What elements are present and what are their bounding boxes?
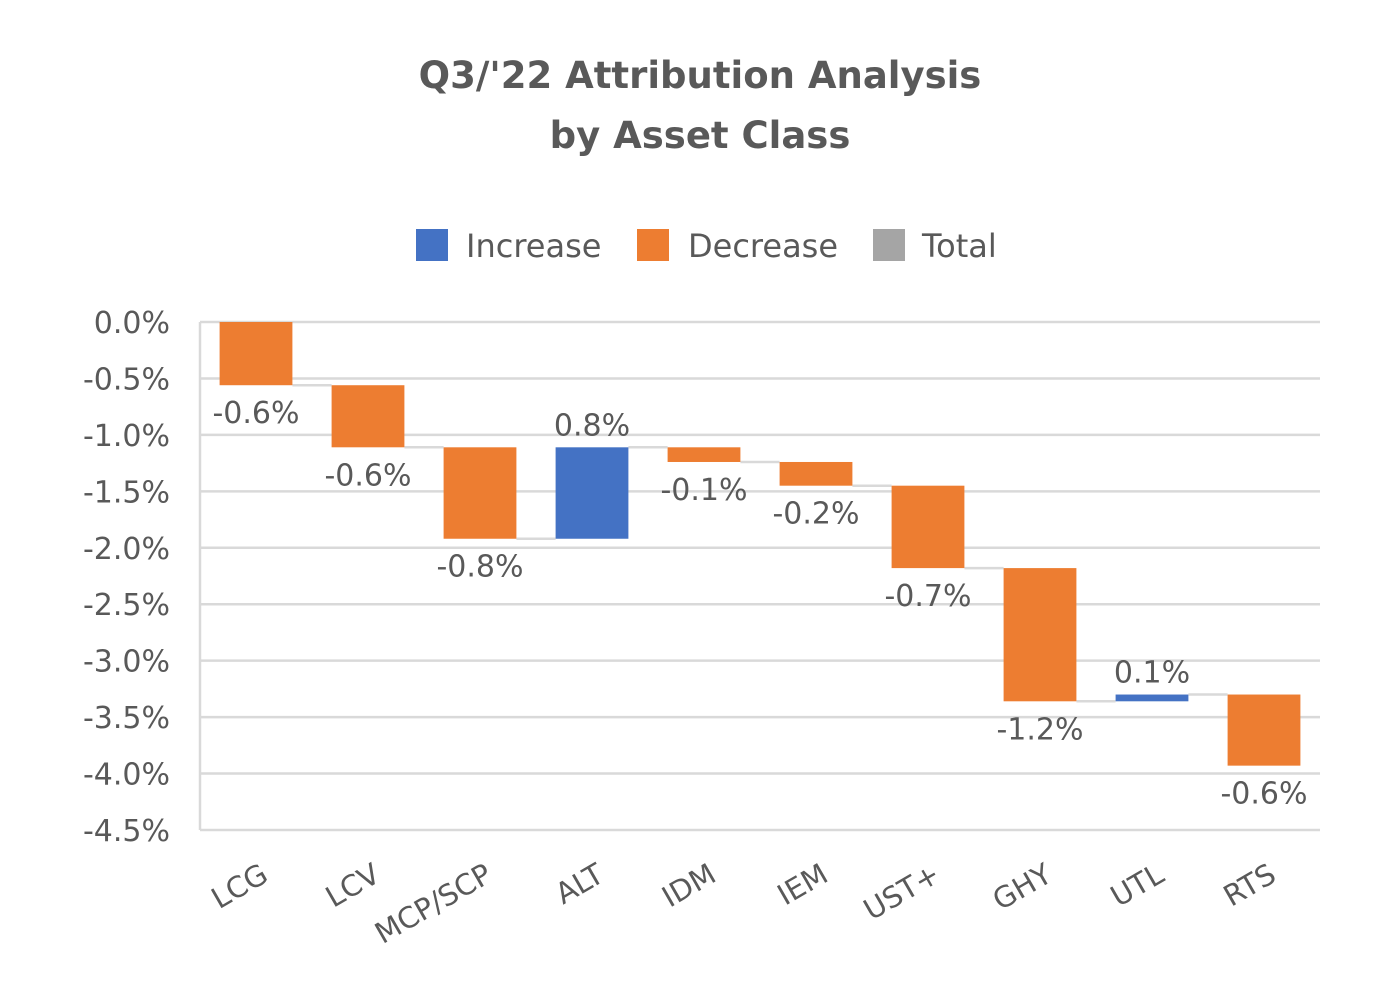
bar-alt [555,447,629,539]
y-tick-label: -3.5% [83,701,170,736]
data-label: -0.1% [660,473,747,508]
bar-mcp-scp [443,447,517,539]
data-label: 0.1% [1114,656,1190,691]
y-tick-label: -4.0% [83,758,170,793]
bar-ust- [891,485,965,569]
x-tick-label: GHY [987,856,1058,917]
x-tick-label: LCV [320,857,386,915]
x-tick-label: MCP/SCP [369,857,497,951]
data-label: -0.2% [772,497,859,532]
y-tick-label: -1.5% [83,475,170,510]
data-label: -0.8% [436,550,523,585]
chart-title: Q3/'22 Attribution Analysis [419,54,982,97]
data-label: -0.6% [324,458,411,493]
data-label: -1.2% [996,712,1083,747]
data-label: -0.6% [1220,777,1307,812]
data-label: -0.6% [212,396,299,431]
y-tick-label: -4.5% [83,814,170,849]
x-tick-label: UST+ [858,857,946,927]
bar-iem [779,461,853,486]
data-labels: -0.6% -0.6% -0.8% 0.8% -0.1% -0.2% -0.7% -1.2% 0… [212,396,1307,811]
legend-label-decrease: Decrease [688,227,838,265]
x-tick-label: LCG [205,857,273,916]
x-tick-label: IDM [656,857,721,914]
chart-subtitle: by Asset Class [550,114,851,157]
y-tick-label: -3.0% [83,645,170,680]
x-tick-label: UTL [1105,857,1170,914]
y-tick-label: -2.0% [83,532,170,567]
y-tick-label: -2.5% [83,588,170,623]
connectors [292,383,1228,703]
legend-label-increase: Increase [466,227,601,265]
data-label: -0.7% [884,579,971,614]
legend-swatch-increase [416,229,448,261]
legend-swatch-decrease [637,229,669,261]
y-axis: 0.0% -0.5% -1.0% -1.5% -2.0% -2.5% -3.0% -3.5% -… [83,306,170,849]
x-tick-label: IEM [772,857,834,912]
bar-utl [1115,694,1189,702]
bar-lcg [219,322,293,386]
x-tick-label: ALT [549,856,609,910]
bar-rts [1227,694,1301,766]
bar-lcv [331,385,405,448]
y-tick-label: -0.5% [83,362,170,397]
y-tick-label: -1.0% [83,419,170,454]
bars [219,322,1301,766]
legend: Increase Decrease Total [416,227,997,265]
x-tick-label: RTS [1218,857,1282,914]
legend-label-total: Total [921,227,997,265]
bar-idm [667,447,741,462]
y-tick-label: 0.0% [94,306,170,341]
legend-swatch-total [873,229,905,261]
bar-ghy [1003,568,1077,702]
data-label: 0.8% [554,408,630,443]
